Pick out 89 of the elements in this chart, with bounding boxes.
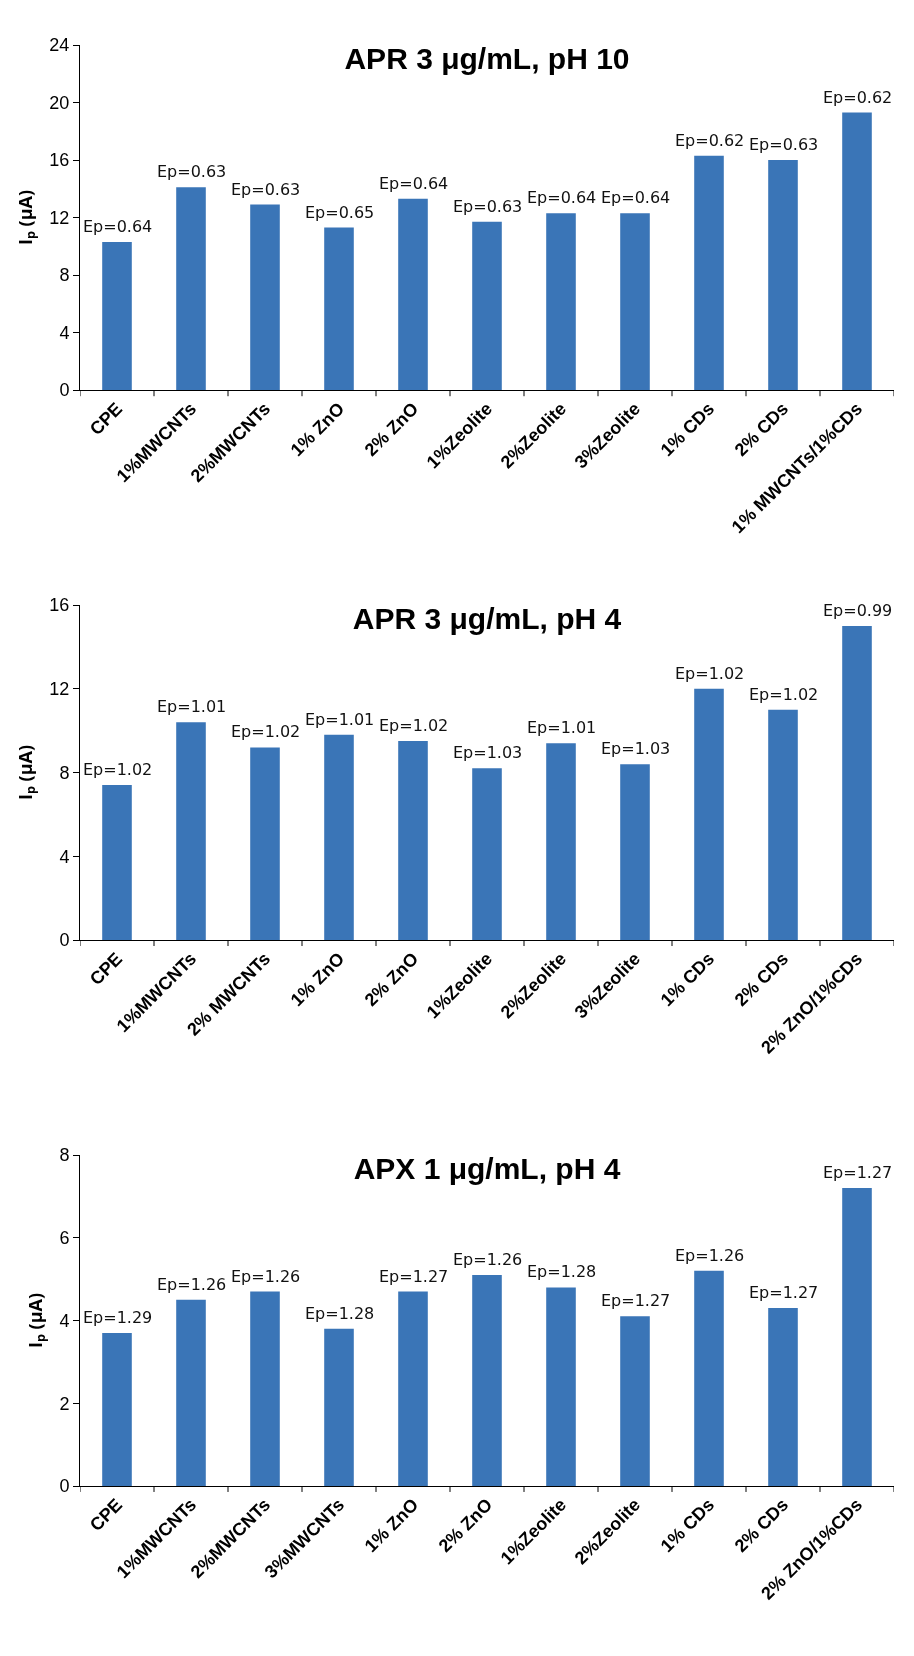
annotation: Ep=0.99 [823,601,893,620]
bar [546,743,576,940]
bar [250,1291,280,1486]
annotation: Ep=1.02 [675,664,745,683]
bar [102,1332,132,1486]
bar [398,198,428,390]
bar [472,221,502,390]
annotation: Ep=1.28 [305,1304,375,1323]
annotation: Ep=1.03 [601,739,671,758]
annotation: Ep=1.26 [157,1275,227,1294]
annotation: Ep=1.29 [83,1308,153,1327]
annotation: Ep=0.65 [305,203,375,222]
bar [324,734,354,940]
bar [768,160,798,390]
bar [398,741,428,940]
y-tick-label: 12 [49,207,70,228]
bar [620,764,650,940]
bar [102,785,132,940]
bar [176,1299,206,1486]
annotation: Ep=0.64 [601,188,671,207]
annotation: Ep=1.27 [823,1163,893,1182]
annotation: Ep=0.64 [527,188,597,207]
annotation: Ep=1.02 [379,716,449,735]
bar [694,688,724,940]
y-tick-label: 4 [59,322,70,343]
annotation: Ep=0.63 [231,180,301,199]
annotation: Ep=1.02 [83,760,153,779]
annotation: Ep=0.62 [675,131,745,150]
x-tick-label: 1% CDs [656,948,719,1011]
y-tick-label: 8 [59,1145,70,1166]
chart-title: APR 3 μg/mL, pH 10 [344,42,630,76]
chart-title: APR 3 μg/mL, pH 4 [352,602,622,636]
annotation: Ep=1.26 [453,1250,523,1269]
annotation: Ep=1.01 [527,718,597,737]
y-tick-label: 24 [49,35,70,56]
bar [176,722,206,940]
bar [546,1287,576,1486]
annotation: Ep=1.27 [379,1267,449,1286]
y-tick-label: 16 [49,595,70,616]
bar [102,241,132,390]
bar [472,768,502,940]
annotation: Ep=1.01 [157,697,227,716]
y-tick-label: 12 [49,679,70,700]
bar [250,747,280,940]
annotation: Ep=1.02 [749,685,819,704]
annotation: Ep=0.62 [823,88,893,107]
bar [842,625,872,940]
bar [768,709,798,940]
bar [324,1328,354,1486]
annotation: Ep=1.03 [453,743,523,762]
bar [842,1188,872,1486]
bar [620,213,650,390]
bar [694,155,724,390]
annotation: Ep=1.28 [527,1262,597,1281]
bar [620,1316,650,1486]
bar [250,204,280,390]
bar [176,187,206,390]
annotation: Ep=1.26 [231,1267,301,1286]
y-tick-label: 20 [49,92,70,113]
y-tick-label: 2 [59,1393,70,1414]
bar [768,1308,798,1486]
annotation: Ep=1.01 [305,710,375,729]
y-tick-label: 16 [49,150,70,171]
bar [694,1270,724,1486]
annotation: Ep=0.64 [83,217,153,236]
y-tick-label: 0 [59,930,70,951]
y-tick-label: 0 [59,1476,70,1497]
chart-title: APX 1 μg/mL, pH 4 [353,1152,621,1186]
y-tick-label: 4 [59,1310,70,1331]
bar [472,1274,502,1486]
annotation: Ep=1.02 [231,722,301,741]
bar [546,213,576,390]
annotation: Ep=1.26 [675,1246,745,1265]
annotation: Ep=1.27 [749,1283,819,1302]
x-tick-label: 1% CDs [656,1494,719,1557]
annotation: Ep=0.64 [379,174,449,193]
annotation: Ep=0.63 [749,135,819,154]
annotation: Ep=0.63 [157,162,227,181]
y-tick-label: 4 [59,846,70,867]
x-tick-label: 1% CDs [656,398,719,461]
y-tick-label: 8 [59,265,70,286]
bar [324,227,354,390]
bar [842,112,872,390]
y-tick-label: 0 [59,380,70,401]
bar [398,1291,428,1486]
y-tick-label: 6 [59,1228,70,1249]
y-tick-label: 8 [59,762,70,783]
annotation: Ep=0.63 [453,197,523,216]
annotation: Ep=1.27 [601,1291,671,1310]
